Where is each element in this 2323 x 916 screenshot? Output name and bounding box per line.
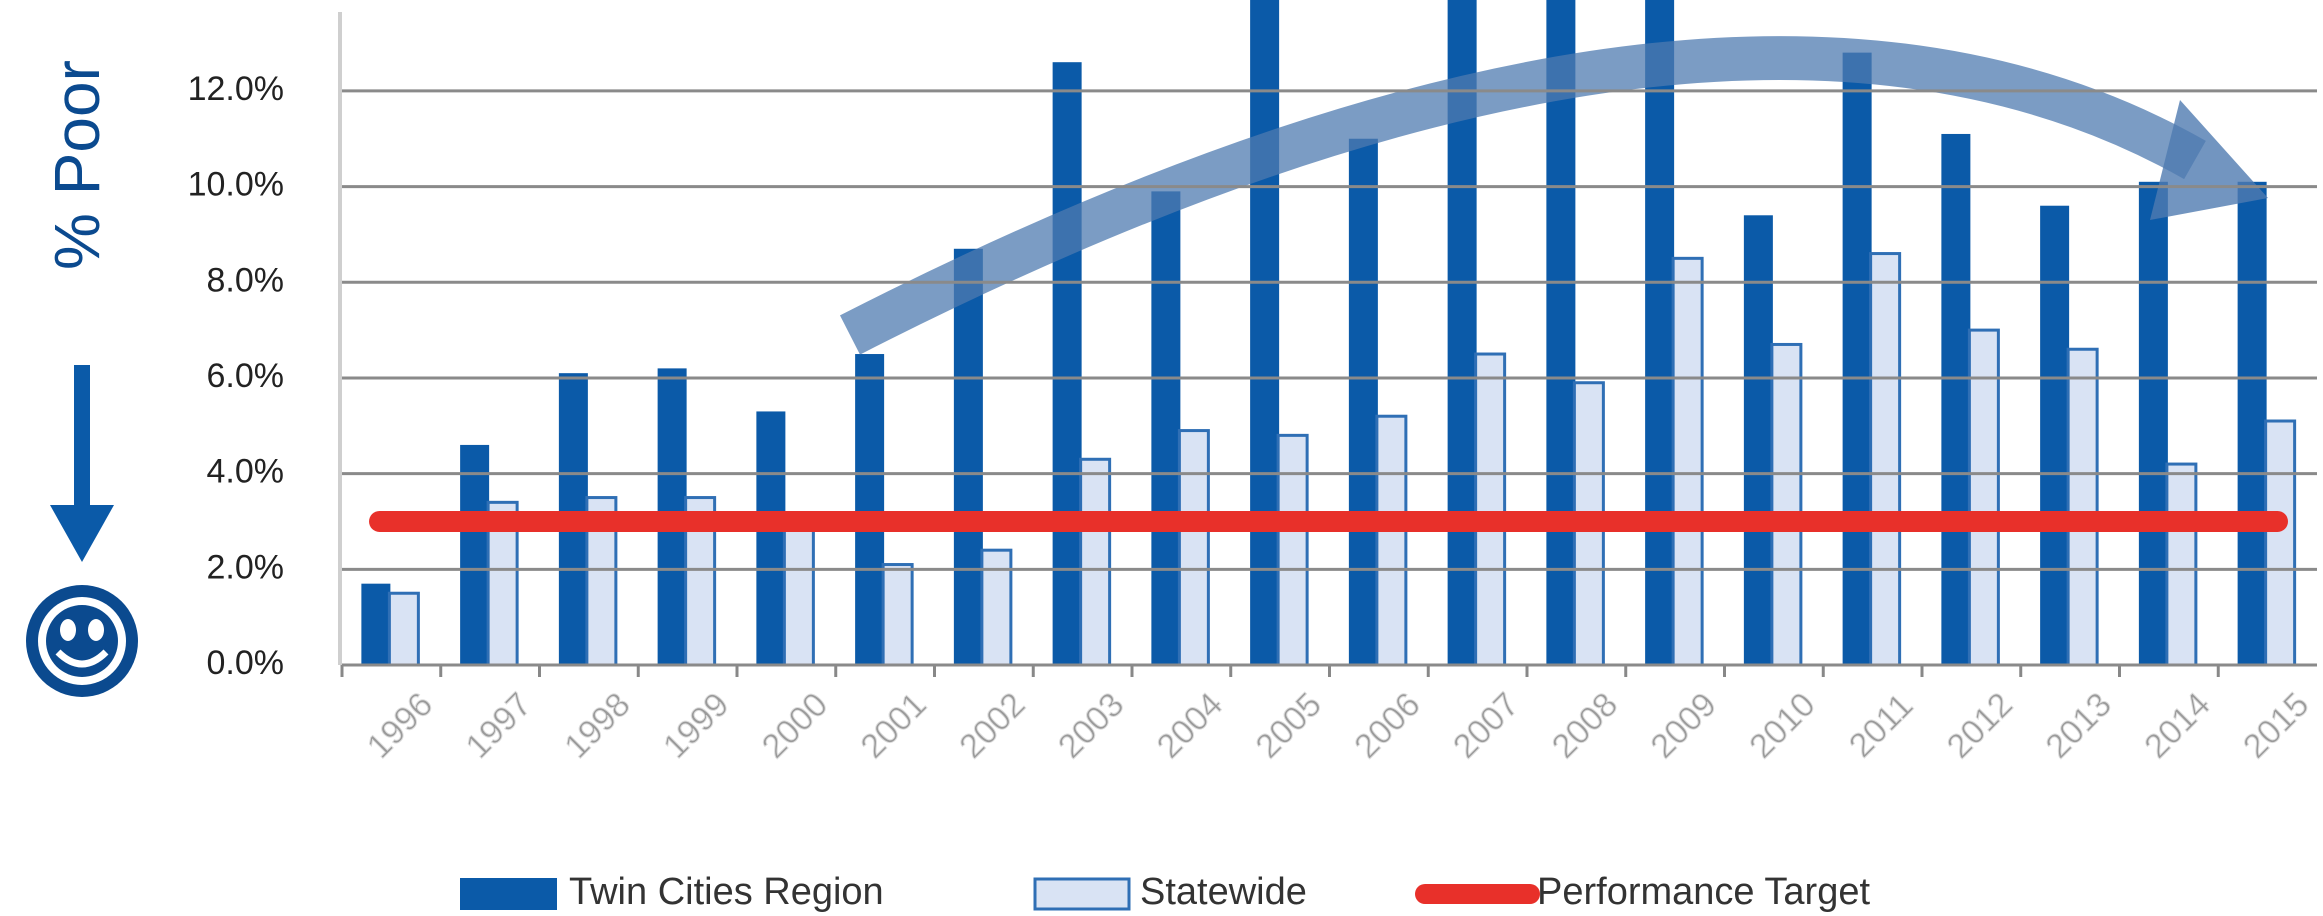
bar-region: [1250, 0, 1280, 665]
bar-region: [1151, 191, 1181, 665]
bar-statewide: [1375, 414, 1408, 665]
bar-statewide: [2165, 462, 2198, 665]
bar-region: [1645, 0, 1675, 665]
bars: [361, 0, 2297, 665]
bar-region: [460, 444, 490, 665]
bar-statewide: [1079, 457, 1112, 665]
y-tick-label: 12.0%: [188, 70, 284, 108]
down-arrow: [50, 365, 114, 562]
x-tick-label: 2013: [2039, 685, 2119, 765]
y-tick-label: 8.0%: [207, 261, 285, 299]
bar-statewide: [2066, 347, 2099, 665]
legend-label: Performance Target: [1537, 871, 1870, 913]
bar-statewide: [1967, 328, 2000, 665]
legend-swatch: [1033, 877, 1131, 911]
y-tick-label: 10.0%: [188, 166, 284, 204]
bar-statewide: [980, 548, 1013, 665]
bar-region: [756, 411, 786, 665]
bar-region: [855, 354, 885, 665]
bar-statewide: [1770, 342, 1803, 665]
bar-statewide: [1869, 252, 1902, 665]
legend-swatch: [460, 878, 557, 910]
smiley-icon: [26, 585, 138, 697]
x-tick-label: 2011: [1842, 686, 1921, 765]
x-tick-label: 2005: [1249, 685, 1329, 765]
legend-label: Statewide: [1140, 871, 1307, 913]
overlay: [369, 36, 2288, 532]
y-tick-label: 0.0%: [207, 644, 285, 682]
x-tick-label: 2000: [755, 685, 835, 765]
bar-region: [953, 248, 983, 665]
bar-region: [1743, 215, 1773, 665]
bar-region: [1941, 133, 1971, 665]
y-tick-label: 4.0%: [207, 453, 285, 491]
bar-region: [2138, 181, 2168, 665]
bar-statewide: [387, 591, 420, 665]
x-tick-label: 2002: [952, 685, 1032, 765]
y-tick-label: 6.0%: [207, 357, 285, 395]
bar-region: [1348, 138, 1378, 665]
x-tick-label: 2009: [1644, 685, 1724, 765]
x-tick-label: 1999: [656, 685, 736, 765]
bar-statewide: [782, 524, 815, 665]
bar-region: [2237, 181, 2267, 665]
legend-label: Twin Cities Region: [569, 871, 884, 913]
x-tick-label: 2003: [1051, 685, 1131, 765]
x-tick-label: 2006: [1347, 685, 1427, 765]
bar-region: [1842, 52, 1872, 665]
bar-statewide: [2264, 419, 2297, 665]
bar-statewide: [1276, 433, 1309, 665]
x-tick-label: 2001: [854, 685, 934, 765]
x-tick-label: 2004: [1150, 685, 1230, 765]
y-tick-label: 2.0%: [207, 548, 285, 586]
x-tick-label: 2007: [1446, 685, 1526, 765]
x-tick-label: 2012: [1940, 685, 2020, 765]
x-tick-label: 1996: [360, 685, 440, 765]
trend-arrow: [839, 36, 2206, 355]
bar-region: [1546, 0, 1576, 665]
x-tick-label: 2008: [1545, 685, 1625, 765]
bar-region: [1052, 62, 1082, 665]
x-tick-label: 1997: [459, 685, 539, 765]
bar-statewide: [1474, 352, 1507, 665]
x-tick-label: 1998: [557, 685, 637, 765]
bar-region: [361, 583, 391, 665]
y-axis-label: % Poor: [41, 60, 113, 270]
bar-statewide: [1177, 429, 1210, 665]
trend-arrowhead: [2150, 100, 2268, 220]
x-tick-label: 2010: [1742, 685, 1822, 765]
bar-statewide: [1671, 256, 1704, 665]
bar-statewide: [881, 563, 914, 665]
bar-region: [2040, 205, 2070, 665]
x-tick-label: 2014: [2137, 685, 2217, 765]
x-tick-label: 2015: [2236, 685, 2316, 765]
